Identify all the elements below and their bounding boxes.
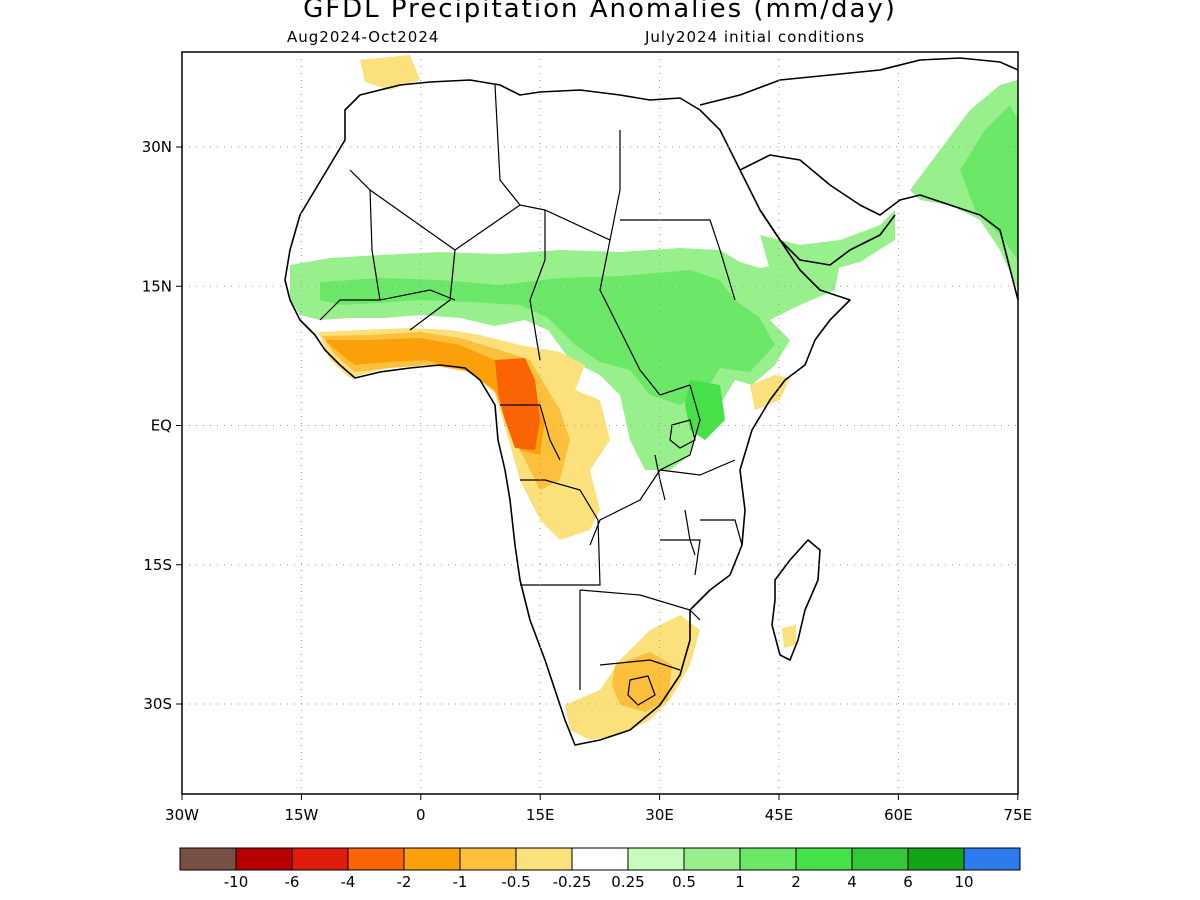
lake-malawi-outline [684, 509, 696, 556]
colorbar-label: -0.5 [501, 873, 530, 891]
axis-ticks: 30W 15W 0 15E 30E 45E 60E 75E 30N 15N EQ 15S 30S [142, 138, 1032, 824]
map-title: GFDL Precipitation Anomalies (mm/day) [303, 0, 897, 24]
colorbar-label: -10 [224, 873, 249, 891]
colorbar-swatch [459, 847, 517, 871]
anomaly-shading [290, 55, 1018, 740]
india-wet-core [960, 105, 1018, 260]
colorbar-swatch [795, 847, 853, 871]
lat-tick-label: 30S [143, 695, 172, 713]
colorbar-label: 2 [791, 873, 801, 891]
lon-tick-label: 45E [765, 806, 794, 824]
sahel-wet-core [320, 270, 775, 405]
lat-tick-label: 15N [142, 277, 172, 295]
colorbar-swatch [739, 847, 797, 871]
colorbar-swatch [179, 847, 237, 871]
congo-dry-core [495, 358, 540, 450]
lat-tick-label: 30N [142, 138, 172, 156]
colorbar-label: -1 [453, 873, 468, 891]
lon-tick-label: 15E [526, 806, 555, 824]
lon-tick-label: 30E [645, 806, 674, 824]
map-content [284, 55, 1018, 746]
colorbar-label: -6 [285, 873, 300, 891]
southern-africa-dry-core [612, 652, 672, 712]
madagascar-dry-patch [782, 625, 796, 648]
colorbar-swatch [403, 847, 461, 871]
colorbar-swatch [515, 847, 573, 871]
initial-conditions: July2024 initial conditions [645, 28, 866, 46]
colorbar-label: -4 [341, 873, 356, 891]
colorbar-swatch [907, 847, 965, 871]
madagascar-outline [771, 539, 821, 661]
colorbar-label: -0.25 [553, 873, 592, 891]
colorbar-swatch [851, 847, 909, 871]
arabia-wet [760, 210, 895, 282]
colorbar-swatch [963, 847, 1021, 871]
colorbar-swatch [235, 847, 293, 871]
colorbar-label: 10 [954, 873, 973, 891]
colorbar-swatch [571, 847, 629, 871]
guinea-coast-dry-strong [325, 338, 545, 455]
colorbar-label: 0.5 [672, 873, 696, 891]
colorbar-swatch [627, 847, 685, 871]
lake-victoria-outline [669, 419, 696, 449]
lon-tick-label: 60E [884, 806, 913, 824]
lon-tick-label: 15W [284, 806, 318, 824]
lat-tick-label: EQ [151, 417, 172, 435]
med-dry-patch [360, 55, 420, 90]
map-frame [181, 51, 1019, 795]
country-borders [319, 84, 743, 706]
lon-tick-label: 75E [1004, 806, 1033, 824]
colorbar-swatch [347, 847, 405, 871]
forecast-period: Aug2024-Oct2024 [287, 28, 440, 46]
east-africa-wet-core [685, 380, 725, 440]
colorbar-swatch [683, 847, 741, 871]
lon-tick-label: 30W [165, 806, 199, 824]
colorbar-swatch [291, 847, 349, 871]
colorbar-label: 6 [903, 873, 913, 891]
lon-tick-label: 0 [416, 806, 426, 824]
colorbar-label: 0.25 [611, 873, 644, 891]
lat-tick-label: 15S [143, 556, 172, 574]
colorbar-label: 4 [847, 873, 857, 891]
horn-dry [750, 375, 790, 410]
africa-coastline [284, 57, 1018, 746]
gridlines [182, 52, 1018, 794]
colorbar-label: 1 [735, 873, 745, 891]
colorbar: -10 -6 -4 -2 -1 -0.5 -0.25 0.25 0.5 1 2 4 6 10 [179, 847, 1021, 891]
colorbar-label: -2 [397, 873, 412, 891]
